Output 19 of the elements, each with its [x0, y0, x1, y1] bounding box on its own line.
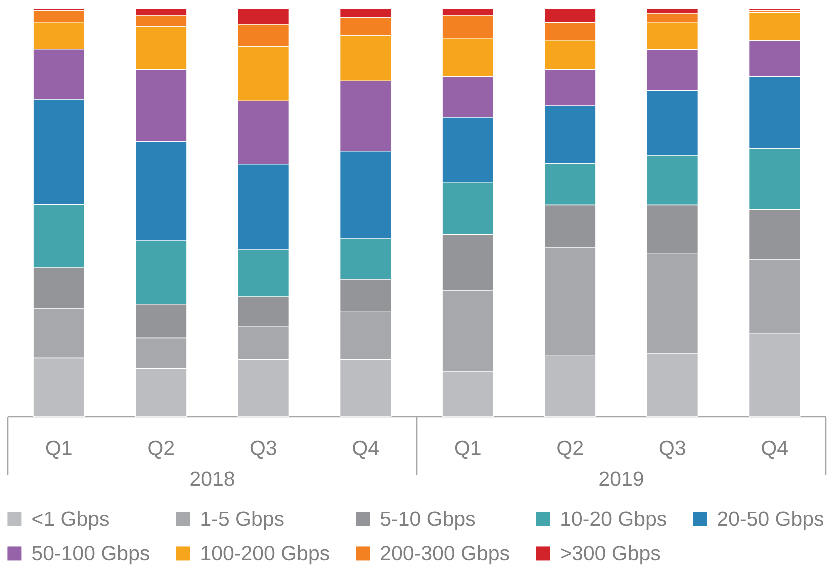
legend-label: >300 Gbps — [561, 546, 660, 565]
x-tick-label: Q2 — [148, 440, 174, 460]
legend-label: 50-100 Gbps — [32, 546, 150, 565]
text: 2018 — [190, 472, 234, 486]
x-tick-label: Q4 — [762, 440, 788, 460]
legend-label: 100-200 Gbps — [202, 546, 330, 565]
legend-label: 200-300 Gbps — [381, 546, 510, 565]
x-tick-label: Q3 — [250, 440, 276, 460]
x-tick-label: Q3 — [660, 440, 686, 460]
x-tick-label: Q1 — [46, 440, 72, 460]
legend-label: 1-5 Gbps — [202, 511, 284, 530]
text: 2019 — [600, 472, 644, 486]
legend-label: 10-20 Gbps — [562, 511, 666, 530]
legend-label: 20-50 Gbps — [718, 511, 824, 530]
x-tick-label: Q4 — [353, 440, 379, 460]
x-tick-label: Q1 — [455, 440, 481, 460]
legend-label: <1 Gbps — [32, 511, 109, 530]
x-tick-label: Q2 — [558, 440, 584, 460]
legend-label: 5-10 Gbps — [380, 511, 476, 530]
